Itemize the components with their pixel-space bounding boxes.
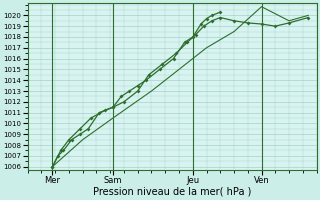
X-axis label: Pression niveau de la mer( hPa ): Pression niveau de la mer( hPa ) bbox=[93, 187, 251, 197]
